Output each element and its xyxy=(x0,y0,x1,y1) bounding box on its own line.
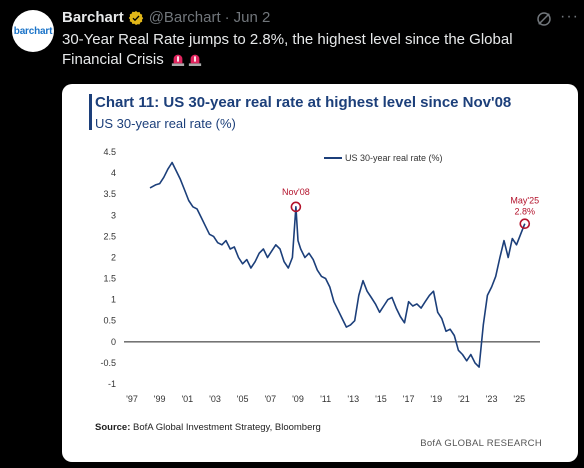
author-name[interactable]: Barchart xyxy=(62,9,124,26)
source-label: Source: xyxy=(95,422,131,433)
grok-icon[interactable] xyxy=(535,10,553,28)
x-tick-label: '99 xyxy=(154,394,166,404)
title-accent-bar xyxy=(89,94,92,130)
x-tick-label: '09 xyxy=(292,394,304,404)
x-tick-label: '13 xyxy=(347,394,359,404)
y-tick-label: -1 xyxy=(108,379,116,389)
avatar[interactable]: barchart xyxy=(12,10,54,52)
x-tick-label: '25 xyxy=(513,394,525,404)
author-handle[interactable]: @Barchart xyxy=(148,9,221,26)
x-tick-label: '19 xyxy=(430,394,442,404)
x-tick-label: '21 xyxy=(458,394,470,404)
chart-source: Source: BofA Global Investment Strategy,… xyxy=(95,422,321,433)
annotation-label: Nov'08 xyxy=(282,187,310,197)
y-tick-label: 4 xyxy=(111,168,116,178)
line-chart: 4.5 4 3.5 3 2.5 2 1.5 1 0.5 0 -0.5 -1 '97 '99 '01 '03 '0… xyxy=(100,147,540,404)
x-tick-label: '07 xyxy=(264,394,276,404)
tweet-text: 30-Year Real Rate jumps to 2.8%, the hig… xyxy=(62,30,562,70)
x-tick-label: '11 xyxy=(320,394,331,404)
chart-subtitle: US 30-year real rate (%) xyxy=(95,116,236,131)
tweet-header: Barchart @Barchart · Jun 2 xyxy=(62,9,270,26)
x-tick-label: '01 xyxy=(181,394,193,404)
chart-title: Chart 11: US 30-year real rate at highes… xyxy=(95,94,512,111)
x-tick-label: '17 xyxy=(403,394,415,404)
source-text: BofA Global Investment Strategy, Bloombe… xyxy=(133,422,321,433)
chart-brand: BofA GLOBAL RESEARCH xyxy=(420,438,542,449)
series-line xyxy=(149,161,526,368)
y-tick-label: 1.5 xyxy=(103,274,116,284)
y-tick-label: 0 xyxy=(111,337,116,347)
y-tick-label: 0.5 xyxy=(103,316,116,326)
y-tick-label: 2 xyxy=(111,252,116,262)
tweet-date[interactable]: Jun 2 xyxy=(233,9,271,26)
avatar-logo-text: barchart xyxy=(13,25,53,37)
annotation-label: May'25 xyxy=(510,196,539,206)
siren-emoji-icon xyxy=(188,54,201,66)
y-tick-label: 1 xyxy=(111,295,116,305)
y-tick-label: -0.5 xyxy=(100,358,116,368)
more-options-icon[interactable]: ··· xyxy=(560,8,579,25)
y-tick-label: 4.5 xyxy=(103,147,116,157)
annotation-marker xyxy=(290,201,302,213)
x-tick-label: '15 xyxy=(375,394,387,404)
tweet-body: 30-Year Real Rate jumps to 2.8%, the hig… xyxy=(62,31,513,68)
header-separator: · xyxy=(224,9,230,26)
annotation-sublabel: 2.8% xyxy=(515,207,536,217)
x-tick-label: '23 xyxy=(486,394,498,404)
x-tick-label: '05 xyxy=(237,394,249,404)
y-tick-label: 2.5 xyxy=(103,231,116,241)
x-tick-label: '03 xyxy=(209,394,221,404)
chart-image-card[interactable]: Chart 11: US 30-year real rate at highes… xyxy=(62,84,578,462)
siren-emoji-icon xyxy=(171,54,184,66)
y-tick-label: 3.5 xyxy=(103,189,116,199)
annotation-marker xyxy=(519,218,531,230)
x-tick-label: '97 xyxy=(126,394,138,404)
y-tick-label: 3 xyxy=(111,210,116,220)
legend-label: US 30-year real rate (%) xyxy=(345,153,443,163)
verified-badge-icon[interactable] xyxy=(128,10,144,26)
